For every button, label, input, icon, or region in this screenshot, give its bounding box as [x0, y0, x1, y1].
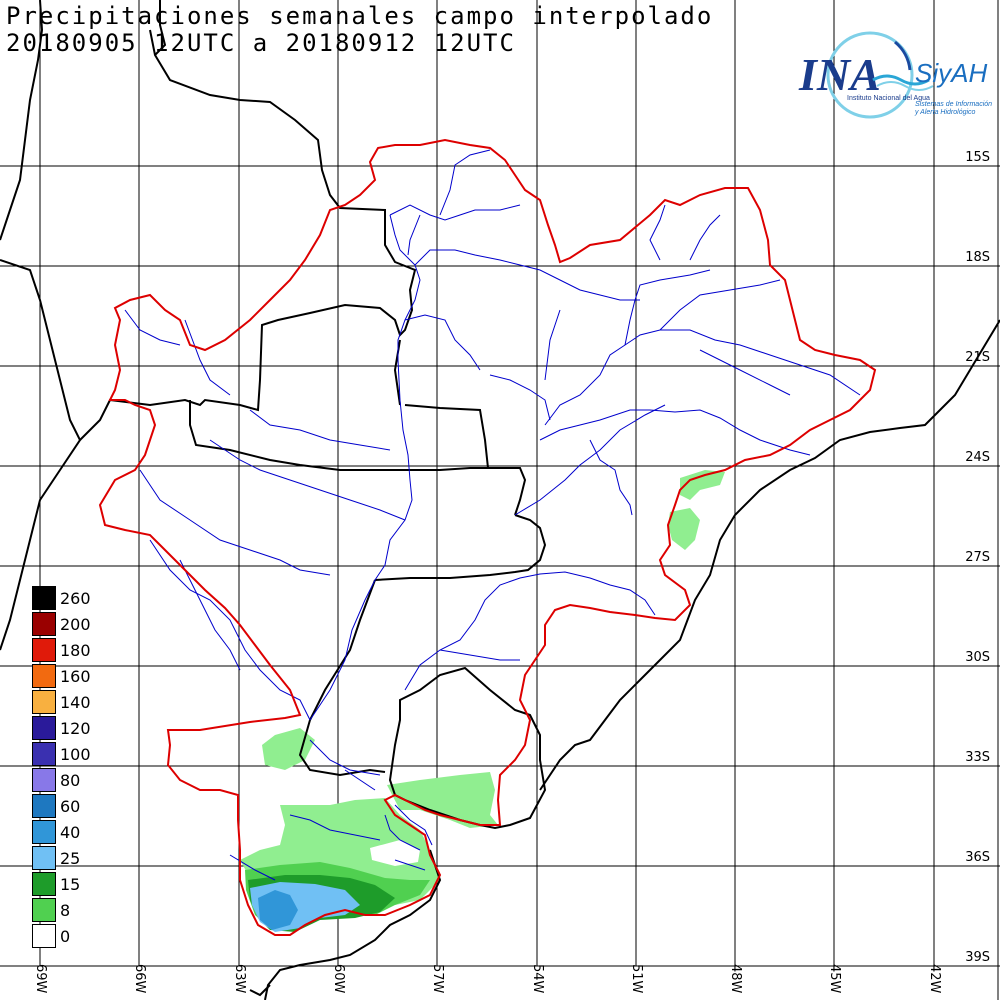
legend-label: 160 [60, 667, 91, 686]
legend-swatch [32, 716, 56, 740]
logo-subtitle: Instituto Nacional del Agua [847, 95, 930, 102]
lat-label: 24S [965, 450, 990, 465]
lon-label: 66W [132, 964, 147, 994]
legend-swatch [32, 664, 56, 688]
lon-label: 60W [331, 964, 346, 994]
legend-swatch [32, 742, 56, 766]
lat-label: 21S [965, 350, 990, 365]
legend-label: 40 [60, 823, 81, 842]
lat-label: 36S [965, 850, 990, 865]
rain-area-light [668, 508, 700, 550]
logo-subtitle: Sistemas de Información [915, 101, 992, 108]
legend-label: 180 [60, 641, 91, 660]
lon-label: 51W [629, 964, 644, 994]
lat-label: 30S [965, 650, 990, 665]
rivers [124, 149, 861, 881]
lat-label: 33S [965, 750, 990, 765]
legend-swatch [32, 846, 56, 870]
legend-label: 260 [60, 589, 91, 608]
rain-area-light [262, 728, 315, 770]
lon-label: 63W [232, 964, 247, 994]
legend-label: 120 [60, 719, 91, 738]
legend-label: 15 [60, 875, 81, 894]
rain-area-white [370, 840, 420, 866]
legend-label: 100 [60, 745, 91, 764]
lon-label: 69W [33, 964, 48, 994]
legend-swatch [32, 898, 56, 922]
legend-label: 80 [60, 771, 81, 790]
legend-swatch [32, 690, 56, 714]
legend-swatch [32, 768, 56, 792]
legend-swatch [32, 612, 56, 636]
lon-label: 48W [728, 964, 743, 994]
logo-siyah-text: SiyAH [915, 58, 987, 88]
logo-ina-text: INA [798, 49, 881, 100]
legend-swatch [32, 820, 56, 844]
rain-area-light [387, 772, 498, 828]
legend-label: 140 [60, 693, 91, 712]
lon-label: 42W [927, 964, 942, 994]
rain-area-blue [258, 890, 298, 930]
rain-area-light [680, 470, 725, 500]
legend-swatch [32, 586, 56, 610]
lat-label: 18S [965, 250, 990, 265]
legend-label: 0 [60, 927, 71, 946]
legend-swatch [32, 794, 56, 818]
lat-label: 39S [965, 950, 990, 965]
precipitation-field [240, 470, 725, 932]
ina-siyah-logo: INA SiyAH Instituto Nacional del Agua Si… [798, 31, 992, 119]
legend-label: 200 [60, 615, 91, 634]
legend-swatch [32, 924, 56, 948]
logo-subtitle: y Alerta Hidrológico [914, 109, 976, 116]
lon-label: 54W [530, 964, 545, 994]
legend-label: 60 [60, 797, 81, 816]
legend-swatch [32, 638, 56, 662]
lon-label: 57W [430, 964, 445, 994]
lon-label: 45W [827, 964, 842, 994]
legend-label: 25 [60, 849, 81, 868]
map-date-range: 20180905 12UTC a 20180912 12UTC [6, 29, 516, 57]
la-plata-basin-outline [98, 138, 877, 936]
legend-swatch [32, 872, 56, 896]
lat-label: 15S [965, 150, 990, 165]
lat-label: 27S [965, 550, 990, 565]
legend-label: 8 [60, 901, 71, 920]
map-title: Precipitaciones semanales campo interpol… [6, 2, 714, 30]
